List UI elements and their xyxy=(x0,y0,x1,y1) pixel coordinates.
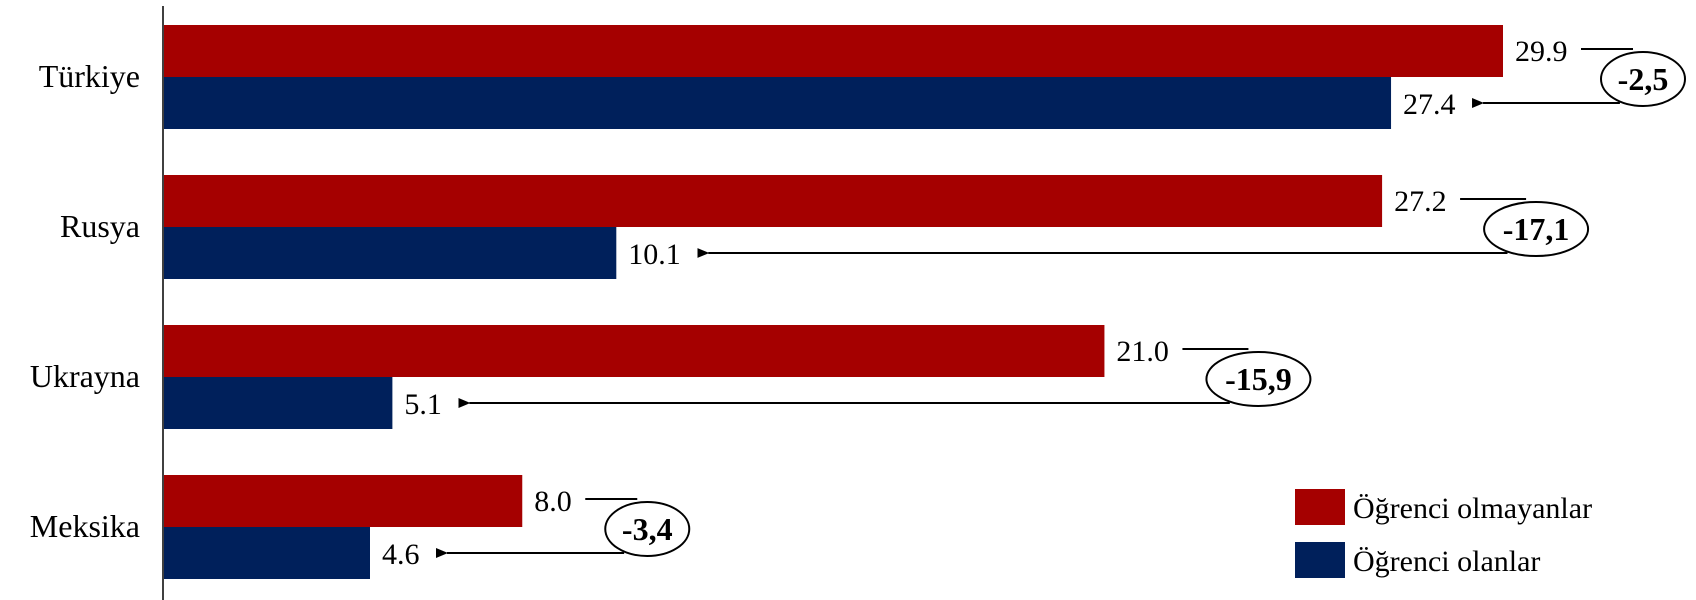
category-label-rusya: Rusya xyxy=(60,208,140,244)
category-label-meksika: Meksika xyxy=(30,508,140,544)
bar-turkiye-ogrenci-olmayanlar xyxy=(164,25,1503,77)
value-label-turkiye-ogrenci-olmayanlar: 29.9 xyxy=(1515,35,1568,68)
value-label-rusya-ogrenci-olmayanlar: 27.2 xyxy=(1394,185,1447,218)
difference-label-meksika: -3,4 xyxy=(622,511,673,547)
difference-ellipse-turkiye xyxy=(1600,51,1686,107)
value-label-meksika-ogrenci-olanlar: 4.6 xyxy=(382,538,420,571)
difference-label-ukrayna: -15,9 xyxy=(1225,361,1292,397)
bar-turkiye-ogrenci-olanlar xyxy=(164,77,1392,129)
category-label-turkiye: Türkiye xyxy=(39,58,140,94)
legend-swatch-ogrenci-olanlar xyxy=(1295,542,1345,578)
difference-label-turkiye: -2,5 xyxy=(1618,61,1669,97)
value-label-meksika-ogrenci-olmayanlar: 8.0 xyxy=(534,485,572,518)
legend-label-ogrenci-olmayanlar: Öğrenci olmayanlar xyxy=(1353,492,1592,525)
bar-ukrayna-ogrenci-olanlar xyxy=(164,377,393,429)
value-label-ukrayna-ogrenci-olanlar: 5.1 xyxy=(404,388,442,421)
value-label-ukrayna-ogrenci-olmayanlar: 21.0 xyxy=(1116,335,1169,368)
value-label-turkiye-ogrenci-olanlar: 27.4 xyxy=(1403,88,1456,121)
labels-layer: Türkiye 29.9 27.4 Rusya 27.2 10.1 Ukrayna 21.0 5… xyxy=(30,35,1568,571)
annotations-layer: -2,5 -17,1 -15,9 -3,4 xyxy=(436,48,1686,558)
category-label-ukrayna: Ukrayna xyxy=(30,358,140,394)
bars-layer xyxy=(164,25,1503,579)
legend-swatch-ogrenci-olmayanlar xyxy=(1295,489,1345,525)
difference-ellipse-meksika xyxy=(604,501,691,557)
difference-ellipse-rusya xyxy=(1483,201,1590,257)
difference-label-rusya: -17,1 xyxy=(1503,211,1570,247)
bar-meksika-ogrenci-olmayanlar xyxy=(164,475,523,527)
bar-meksika-ogrenci-olanlar xyxy=(164,527,370,579)
difference-ellipse-ukrayna xyxy=(1205,351,1312,407)
legend: Öğrenci olmayanlar Öğrenci olanlar xyxy=(1295,489,1592,578)
bar-rusya-ogrenci-olmayanlar xyxy=(164,175,1383,227)
legend-label-ogrenci-olanlar: Öğrenci olanlar xyxy=(1353,545,1540,578)
bar-ukrayna-ogrenci-olmayanlar xyxy=(164,325,1105,377)
bar-rusya-ogrenci-olanlar xyxy=(164,227,617,279)
value-label-rusya-ogrenci-olanlar: 10.1 xyxy=(628,238,681,271)
